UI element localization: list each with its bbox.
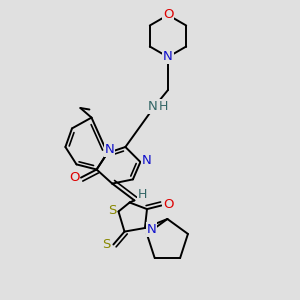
Text: N: N xyxy=(147,223,156,236)
Text: N: N xyxy=(148,100,158,113)
Text: S: S xyxy=(108,203,116,217)
Text: H: H xyxy=(159,100,168,113)
Text: N: N xyxy=(163,50,173,64)
Text: O: O xyxy=(69,171,80,184)
Text: O: O xyxy=(163,197,173,211)
Text: S: S xyxy=(103,238,111,251)
Text: N: N xyxy=(105,143,115,156)
Text: O: O xyxy=(163,8,173,22)
Text: N: N xyxy=(142,154,152,167)
Text: H: H xyxy=(138,188,148,201)
